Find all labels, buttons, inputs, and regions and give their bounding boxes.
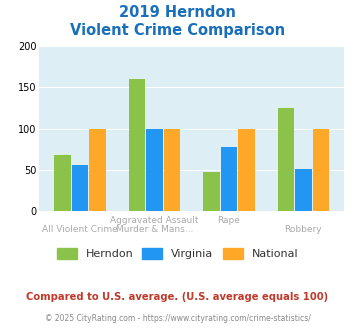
Bar: [278, 108, 294, 211]
Text: © 2025 CityRating.com - https://www.cityrating.com/crime-statistics/: © 2025 CityRating.com - https://www.city…: [45, 314, 310, 323]
Bar: [295, 169, 312, 211]
Bar: [72, 165, 88, 211]
Bar: [203, 172, 220, 211]
Bar: [89, 129, 106, 211]
Bar: [164, 129, 180, 211]
Text: 2019 Herndon: 2019 Herndon: [119, 5, 236, 20]
Legend: Herndon, Virginia, National: Herndon, Virginia, National: [53, 244, 302, 263]
Bar: [129, 79, 145, 211]
Text: Violent Crime Comparison: Violent Crime Comparison: [70, 23, 285, 38]
Bar: [146, 129, 163, 211]
Text: Compared to U.S. average. (U.S. average equals 100): Compared to U.S. average. (U.S. average …: [26, 292, 329, 302]
Bar: [54, 155, 71, 211]
Bar: [221, 147, 237, 211]
Text: Robbery: Robbery: [285, 225, 322, 234]
Bar: [313, 129, 329, 211]
Text: Aggravated Assault: Aggravated Assault: [110, 216, 199, 225]
Bar: [238, 129, 255, 211]
Text: Murder & Mans...: Murder & Mans...: [116, 225, 193, 234]
Text: All Violent Crime: All Violent Crime: [42, 225, 118, 234]
Text: Rape: Rape: [218, 216, 240, 225]
